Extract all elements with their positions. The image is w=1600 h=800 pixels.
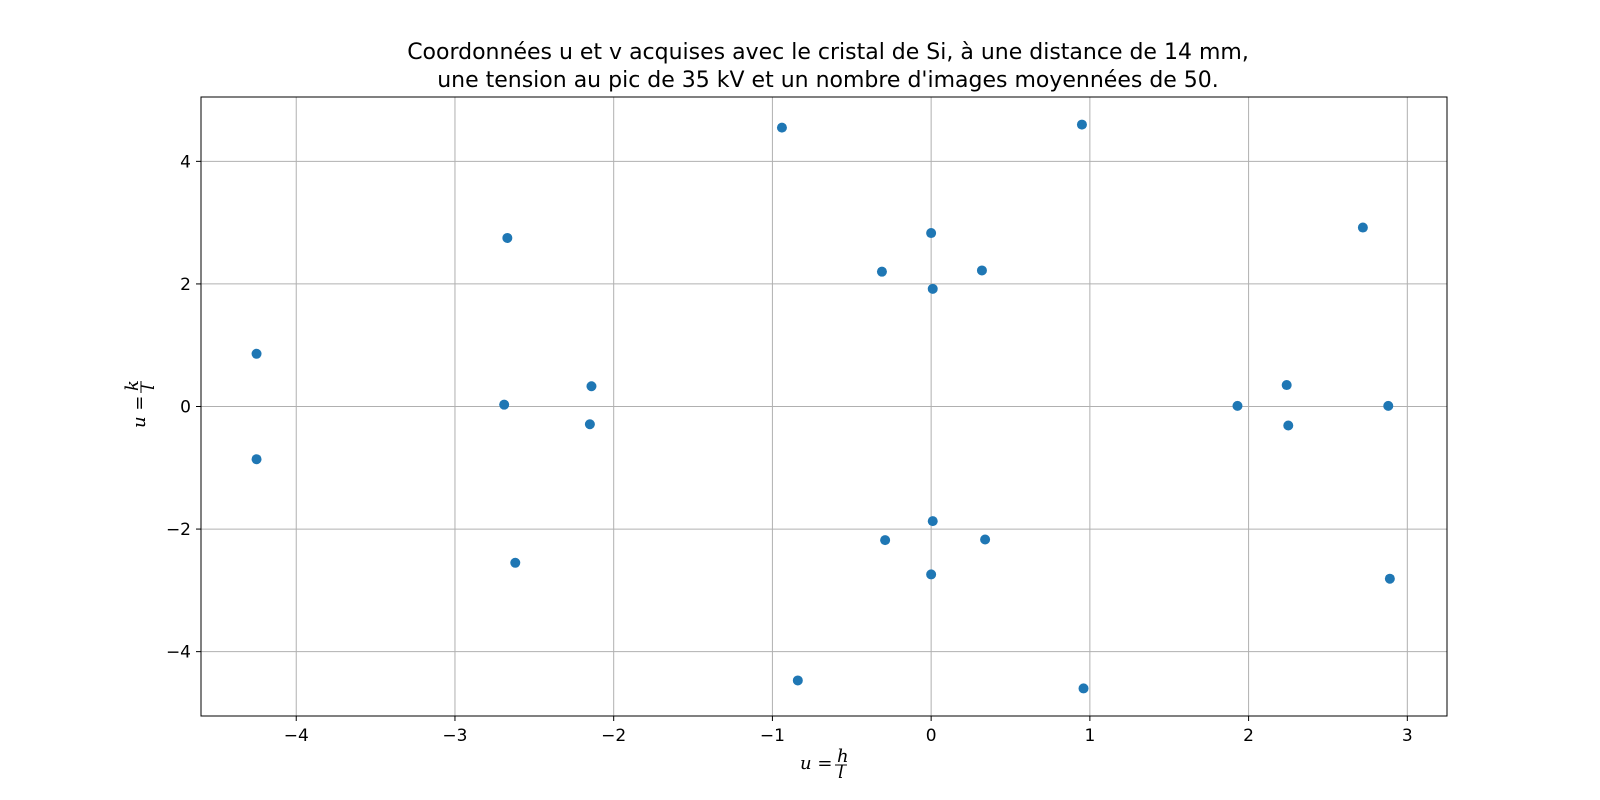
y-tick-label: −4 <box>166 643 191 663</box>
data-point <box>926 228 937 239</box>
plot-frame <box>200 96 1448 717</box>
x-tick-label: 3 <box>1402 726 1413 746</box>
data-point <box>1076 119 1087 130</box>
data-point <box>880 535 891 546</box>
data-point <box>927 283 938 294</box>
data-point <box>251 348 262 359</box>
x-axis-label-prefix: u = <box>800 753 832 774</box>
y-tick-label: −2 <box>166 520 191 540</box>
data-point <box>1281 380 1292 391</box>
data-point <box>584 419 595 430</box>
data-point <box>980 534 991 545</box>
x-axis-label: u = h l <box>800 746 849 783</box>
x-tick-label: 0 <box>926 726 937 746</box>
x-tick-label: 2 <box>1243 726 1254 746</box>
data-point <box>876 266 887 277</box>
data-point <box>1383 400 1394 411</box>
data-point <box>499 399 510 410</box>
data-point <box>1078 683 1089 694</box>
chart-title-line-1: Coordonnées u et v acquises avec le cris… <box>407 40 1249 65</box>
data-point <box>926 569 937 580</box>
chart-title-line-2: une tension au pic de 35 kV et un nombre… <box>437 68 1219 93</box>
data-point <box>586 381 597 392</box>
data-point <box>976 265 987 276</box>
y-axis-label-denominator: l <box>138 384 159 390</box>
axis-ticks: −4 −3 −2 −1 0 1 2 3 −4 −2 0 2 4 <box>166 152 1413 746</box>
y-tick-label: 4 <box>180 152 191 172</box>
data-point <box>251 454 262 465</box>
y-axis-label: u = k l <box>122 380 159 428</box>
data-point <box>1357 222 1368 233</box>
data-point <box>510 557 521 568</box>
data-point <box>502 232 513 243</box>
y-tick-label: 2 <box>180 275 191 295</box>
x-tick-label: −3 <box>442 726 467 746</box>
x-axis-label-numerator: h <box>837 746 849 767</box>
data-point <box>1283 420 1294 431</box>
x-tick-label: −1 <box>760 726 785 746</box>
data-point <box>1232 400 1243 411</box>
data-point <box>1384 573 1395 584</box>
data-point <box>792 675 803 686</box>
data-point <box>776 122 787 133</box>
x-tick-label: 1 <box>1084 726 1095 746</box>
y-axis-label-prefix: u = <box>129 396 150 428</box>
data-point <box>927 516 938 527</box>
x-axis-label-denominator: l <box>838 762 844 783</box>
x-tick-label: −2 <box>601 726 626 746</box>
y-tick-label: 0 <box>180 398 191 418</box>
x-tick-label: −4 <box>284 726 309 746</box>
y-axis-label-numerator: k <box>122 380 143 391</box>
data-points <box>251 119 1395 694</box>
